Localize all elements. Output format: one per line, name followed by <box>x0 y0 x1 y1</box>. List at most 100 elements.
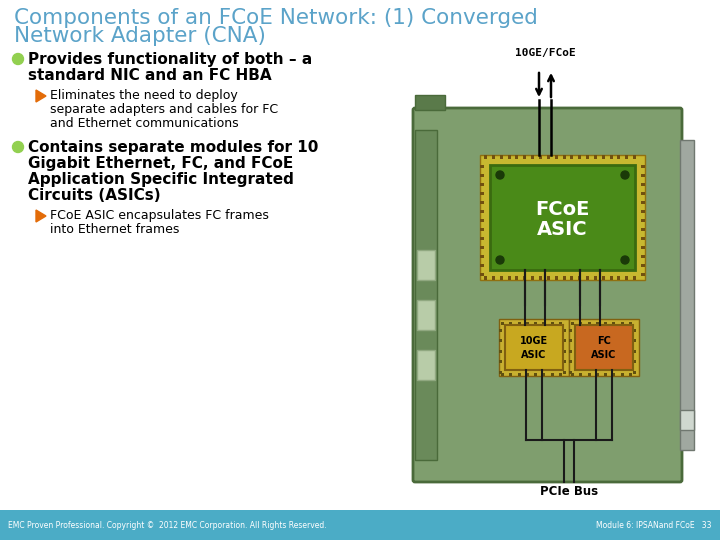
Polygon shape <box>36 90 46 102</box>
Bar <box>516 155 518 159</box>
Bar <box>629 322 631 325</box>
Bar <box>534 322 537 325</box>
Text: Application Specific Integrated: Application Specific Integrated <box>28 172 294 187</box>
Bar <box>499 350 502 353</box>
Bar <box>505 325 563 370</box>
Bar <box>680 410 694 430</box>
Bar <box>508 276 510 280</box>
Bar <box>625 276 629 280</box>
Text: Gigabit Ethernet, FC, and FCoE: Gigabit Ethernet, FC, and FCoE <box>28 156 293 171</box>
Bar <box>641 237 645 240</box>
Bar <box>580 322 582 325</box>
Text: Module 6: IPSANand FCoE   33: Module 6: IPSANand FCoE 33 <box>596 521 712 530</box>
Bar <box>625 155 629 159</box>
Bar <box>586 276 589 280</box>
Bar <box>621 322 624 325</box>
Bar <box>509 322 512 325</box>
Bar <box>621 373 624 376</box>
Bar <box>641 165 645 168</box>
Bar <box>588 322 590 325</box>
FancyBboxPatch shape <box>413 108 682 482</box>
Bar <box>680 140 694 450</box>
Bar <box>539 155 542 159</box>
Bar <box>492 155 495 159</box>
Bar <box>562 276 565 280</box>
Bar <box>641 192 645 195</box>
Text: ASIC: ASIC <box>537 220 588 239</box>
Bar <box>480 264 484 267</box>
Bar <box>542 322 545 325</box>
Bar <box>417 250 435 280</box>
Bar <box>480 228 484 231</box>
Bar <box>480 201 484 204</box>
Text: FC: FC <box>597 336 611 347</box>
Bar <box>618 276 621 280</box>
Text: ASIC: ASIC <box>521 349 546 360</box>
Bar <box>480 183 484 186</box>
Bar <box>499 339 502 342</box>
Bar <box>641 255 645 258</box>
Text: and Ethernet communications: and Ethernet communications <box>50 117 238 130</box>
Bar <box>484 276 487 280</box>
Bar <box>415 130 437 460</box>
Bar <box>559 322 562 325</box>
Bar <box>569 360 572 363</box>
Bar <box>563 350 566 353</box>
Bar <box>480 246 484 249</box>
Polygon shape <box>36 210 46 222</box>
Bar <box>595 322 599 325</box>
Bar <box>602 276 605 280</box>
Bar <box>569 371 572 374</box>
Bar <box>633 276 636 280</box>
Bar <box>480 219 484 222</box>
Bar <box>518 322 521 325</box>
Bar <box>641 228 645 231</box>
Bar <box>551 373 554 376</box>
Bar <box>641 210 645 213</box>
Bar <box>633 339 636 342</box>
Bar <box>490 165 635 270</box>
Bar <box>531 155 534 159</box>
Bar <box>612 373 616 376</box>
Bar <box>641 246 645 249</box>
Bar <box>563 360 566 363</box>
Text: Provides functionality of both – a: Provides functionality of both – a <box>28 52 312 67</box>
Bar <box>610 155 613 159</box>
Text: FCoE: FCoE <box>535 200 590 219</box>
Bar <box>518 373 521 376</box>
Bar <box>570 276 573 280</box>
Bar <box>417 300 435 330</box>
Bar <box>559 373 562 376</box>
Text: EMC Proven Professional. Copyright ©  2012 EMC Corporation. All Rights Reserved.: EMC Proven Professional. Copyright © 201… <box>8 521 327 530</box>
Bar <box>526 322 528 325</box>
Bar <box>499 360 502 363</box>
Circle shape <box>496 256 504 264</box>
Text: Components of an FCoE Network: (1) Converged: Components of an FCoE Network: (1) Conve… <box>14 8 538 28</box>
Bar <box>563 339 566 342</box>
Bar <box>500 155 503 159</box>
Bar <box>580 373 582 376</box>
Bar <box>563 371 566 374</box>
Bar <box>480 273 484 276</box>
Bar <box>509 373 512 376</box>
Bar <box>546 155 550 159</box>
Bar <box>633 350 636 353</box>
Bar <box>569 350 572 353</box>
Bar <box>554 155 558 159</box>
Bar <box>571 373 574 376</box>
Bar <box>588 373 590 376</box>
Bar <box>571 322 574 325</box>
Bar <box>539 276 542 280</box>
Text: standard NIC and an FC HBA: standard NIC and an FC HBA <box>28 68 271 83</box>
Bar <box>542 373 545 376</box>
Circle shape <box>12 53 24 64</box>
Bar <box>492 276 495 280</box>
Bar <box>534 373 537 376</box>
Text: Circuits (ASICs): Circuits (ASICs) <box>28 188 161 203</box>
Bar <box>633 371 636 374</box>
Bar <box>569 339 572 342</box>
Bar <box>595 373 599 376</box>
Bar <box>480 237 484 240</box>
Text: Contains separate modules for 10: Contains separate modules for 10 <box>28 140 318 155</box>
Bar <box>501 373 504 376</box>
